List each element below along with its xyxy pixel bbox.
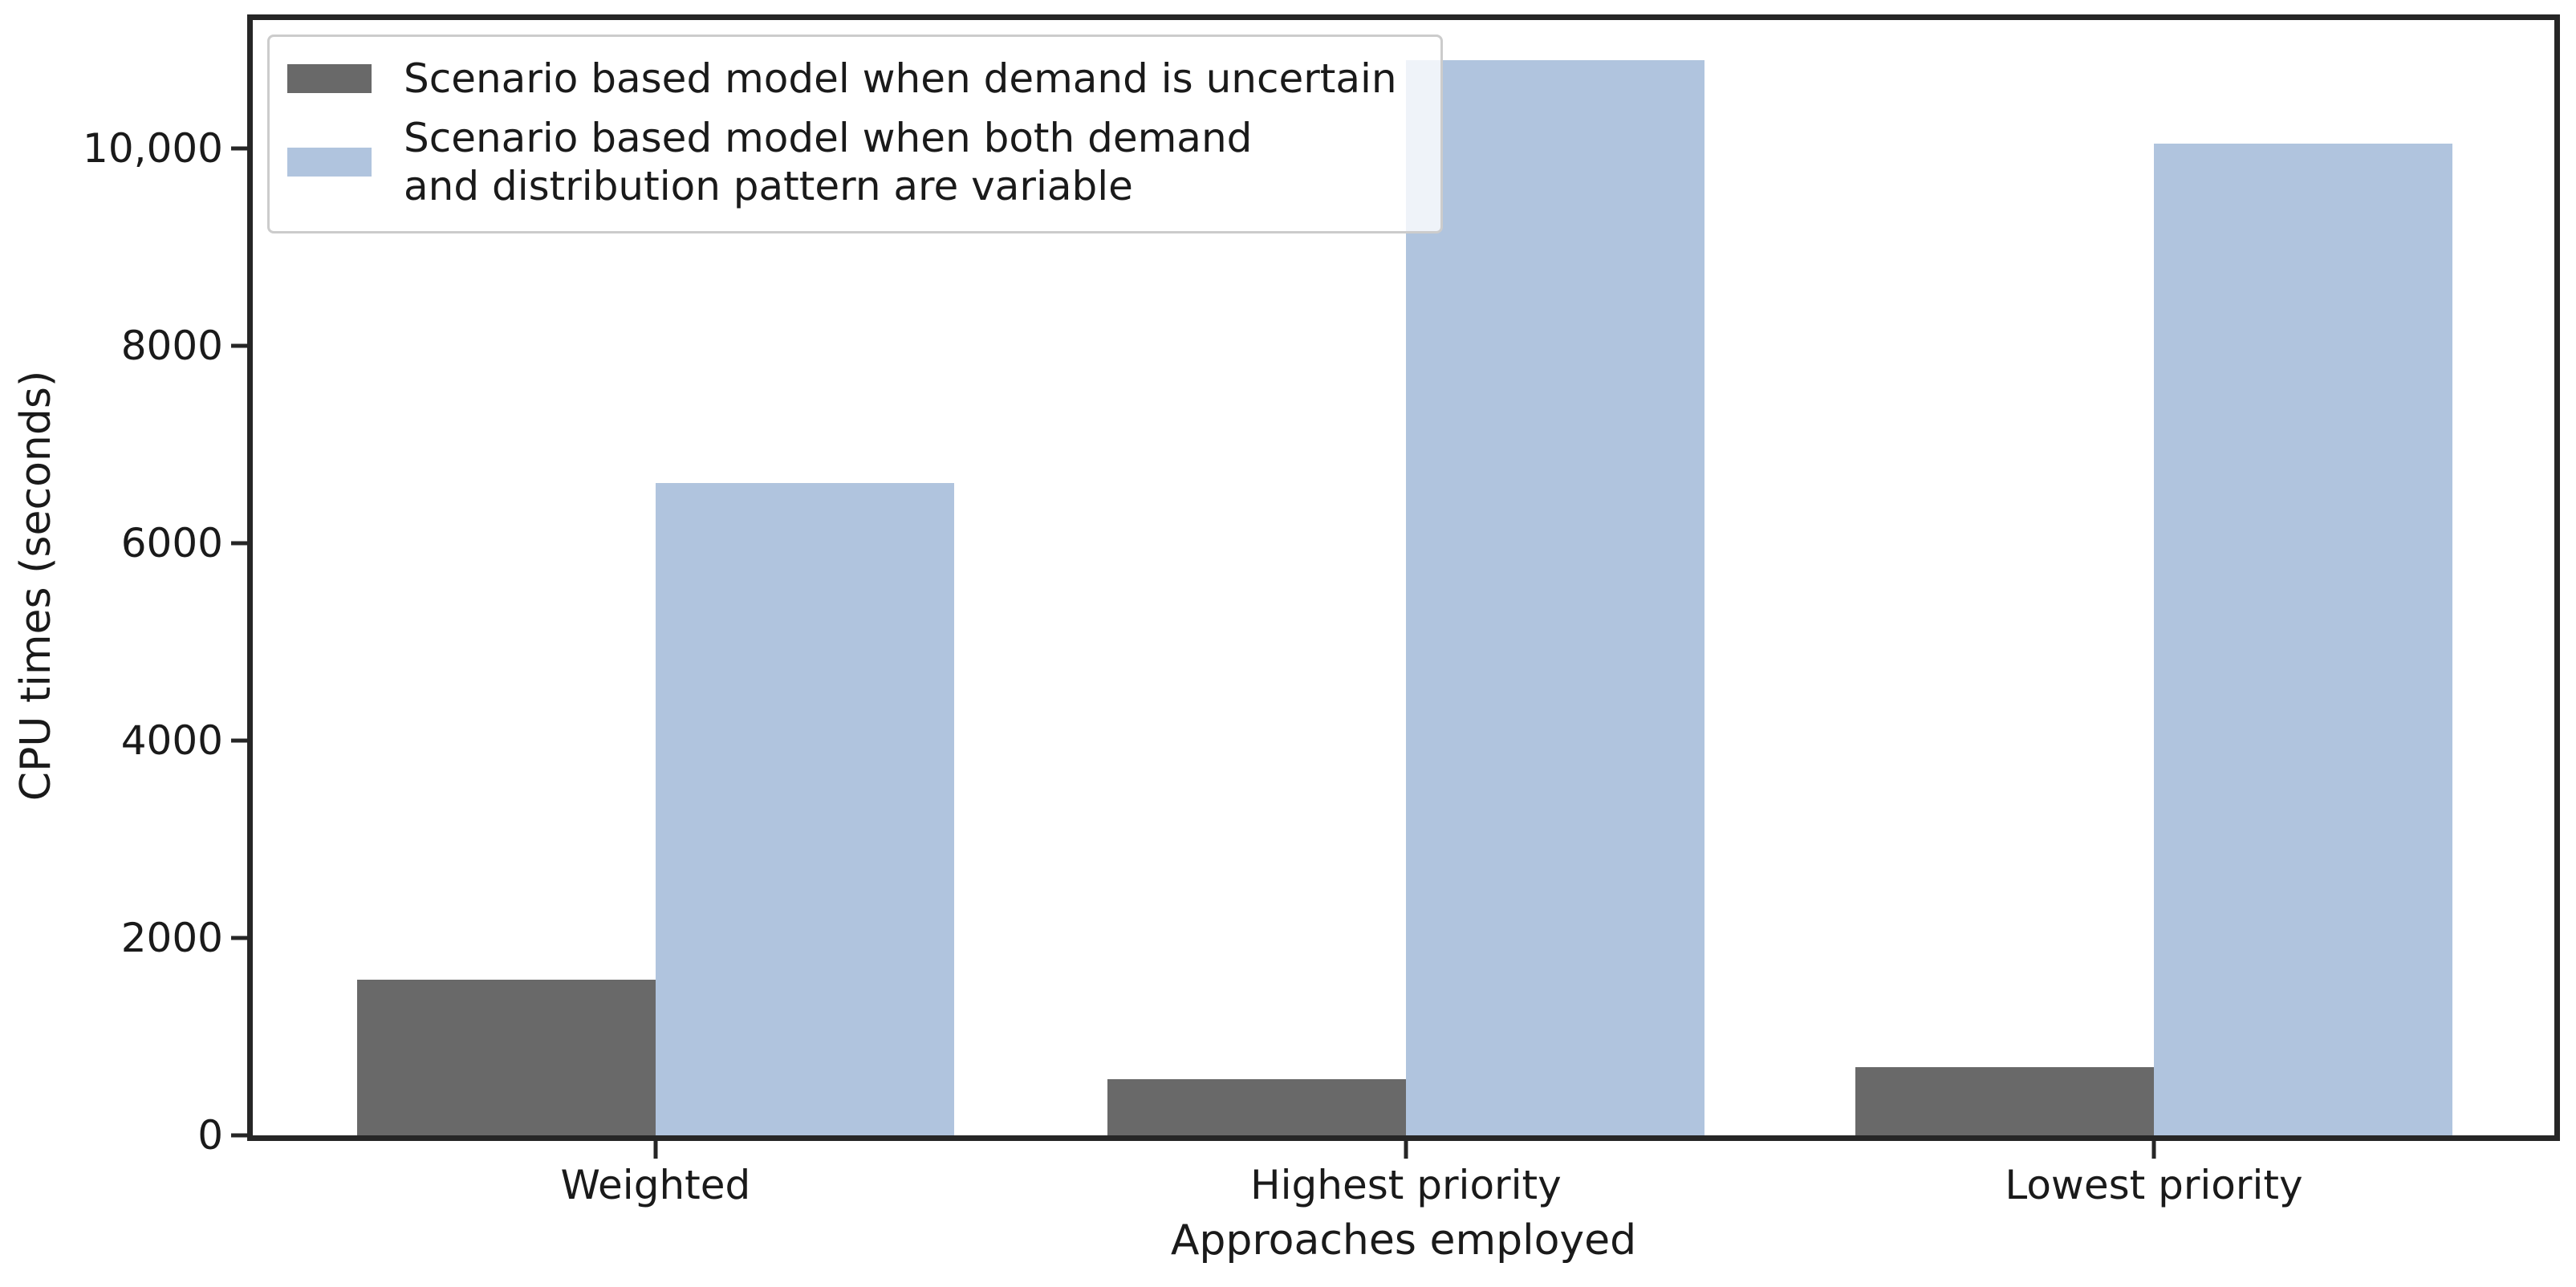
x-tick-label: Highest priority: [1250, 1162, 1562, 1208]
legend-swatch-icon: [287, 64, 372, 93]
y-tick-label: 4000: [120, 717, 223, 764]
legend-label: Scenario based model when both demand and…: [404, 114, 1252, 210]
legend-entry: Scenario based model when demand is unce…: [287, 55, 1418, 103]
bar-series2-highest-priority: [1405, 60, 1704, 1135]
x-tick-label: Weighted: [560, 1162, 751, 1208]
y-tick-label: 0: [197, 1112, 223, 1159]
legend-label-line: Scenario based model when both demand: [404, 115, 1253, 161]
bar-series2-lowest-priority: [2153, 143, 2452, 1135]
y-tick-label: 10,000: [83, 124, 223, 172]
legend: Scenario based model when demand is unce…: [267, 35, 1443, 233]
y-tick: [231, 146, 247, 151]
x-tick-label: Lowest priority: [2005, 1162, 2303, 1208]
legend-entry: Scenario based model when both demand and…: [287, 114, 1418, 210]
legend-label-line: Scenario based model when demand is unce…: [404, 55, 1397, 102]
y-tick: [231, 343, 247, 348]
legend-swatch-icon: [287, 148, 372, 177]
x-tick: [2151, 1141, 2156, 1159]
y-axis-label: CPU times (seconds): [12, 370, 60, 802]
plot-area: Scenario based model when demand is unce…: [83, 14, 2560, 1208]
bar-series2-weighted: [655, 482, 954, 1135]
y-tick-label: 6000: [120, 519, 223, 566]
x-tick: [653, 1141, 658, 1159]
x-axis-label: Approaches employed: [1170, 1216, 1637, 1265]
bar-series1-highest-priority: [1107, 1078, 1406, 1135]
bar-series1-weighted: [356, 979, 656, 1135]
y-tick: [231, 936, 247, 940]
x-tick: [1404, 1141, 1408, 1159]
legend-label-line: and distribution pattern are variable: [404, 163, 1133, 209]
legend-label: Scenario based model when demand is unce…: [404, 55, 1397, 103]
y-tick-label: 8000: [120, 322, 223, 369]
y-tick: [231, 1133, 247, 1138]
y-tick-label: 2000: [120, 914, 223, 961]
bar-series1-lowest-priority: [1855, 1067, 2154, 1135]
y-tick: [231, 541, 247, 546]
y-tick: [231, 738, 247, 743]
